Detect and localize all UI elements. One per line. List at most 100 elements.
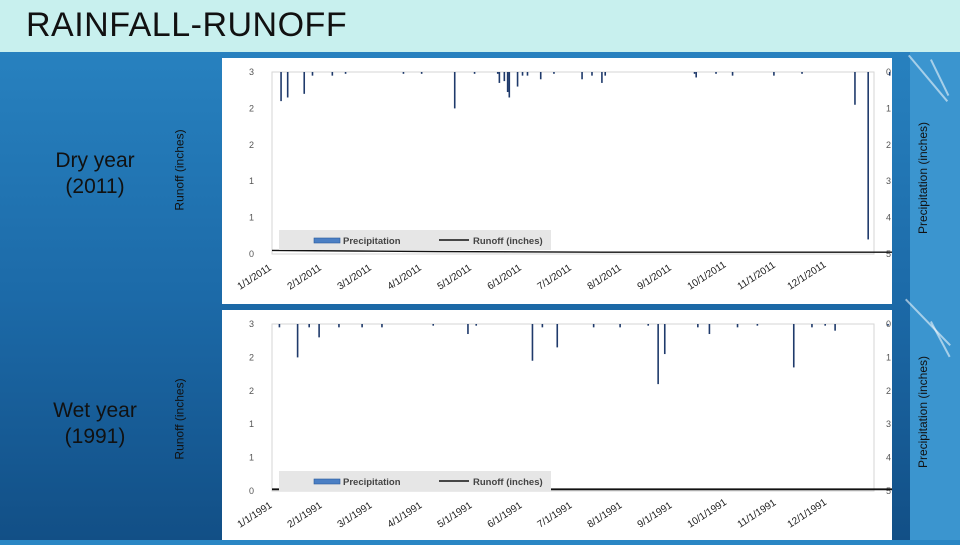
x-tick-label: 8/1/1991 (586, 500, 625, 531)
precipitation-bar (887, 324, 889, 326)
chart-legend: Precipitation Runoff (inches) (279, 230, 551, 250)
left-tick-label: 2 (249, 386, 254, 396)
precipitation-bar (604, 72, 607, 76)
left-tick-label: 1 (249, 213, 254, 223)
right-tick-label: 4 (886, 213, 891, 223)
precipitation-bar (773, 72, 775, 76)
right-tick-label: 3 (886, 176, 891, 186)
precipitation-bar (693, 72, 696, 74)
precipitation-bar (697, 324, 699, 328)
left-tick-label: 2 (249, 140, 254, 150)
legend-precip-swatch (313, 478, 341, 485)
dry-year-label: Dry year (2011) (20, 148, 170, 200)
x-tick-label: 6/1/2011 (486, 262, 524, 292)
precipitation-bar (280, 72, 282, 102)
precipitation-bar (601, 72, 603, 83)
x-tick-label: 8/1/2011 (586, 262, 624, 292)
precipitation-bar (553, 72, 555, 74)
precipitation-bar (736, 324, 739, 328)
precipitation-bar (556, 324, 559, 348)
x-tick-label: 12/1/2011 (786, 259, 829, 292)
x-tick-label: 2/1/2011 (286, 262, 324, 292)
x-tick-label: 3/1/2011 (336, 262, 374, 292)
precipitation-bar (854, 72, 856, 105)
precipitation-bar (715, 72, 717, 74)
right-tick-label: 1 (886, 103, 891, 113)
precipitation-bar (453, 72, 456, 109)
x-tick-label: 5/1/2011 (436, 262, 474, 292)
x-tick-label: 9/1/2011 (636, 262, 674, 292)
dry-year-label-line1: Dry year (55, 149, 135, 172)
precipitation-bar (344, 72, 347, 74)
precipitation-bar (467, 324, 469, 335)
precipitation-bar (381, 324, 383, 328)
x-tick-label: 2/1/1991 (286, 500, 325, 531)
x-tick-label: 4/1/2011 (386, 262, 424, 292)
x-tick-label: 6/1/1991 (486, 500, 525, 531)
precipitation-bar (824, 324, 826, 326)
precipitation-bar (496, 72, 499, 74)
precipitation-bar (338, 324, 340, 328)
x-tick-label: 9/1/1991 (636, 500, 675, 531)
x-tick-label: 10/1/2011 (686, 259, 729, 292)
title-bar (0, 0, 960, 52)
right-tick-label: 2 (886, 140, 891, 150)
x-tick-label: 1/1/2011 (236, 262, 274, 292)
right-tick-label: 1 (886, 352, 891, 362)
plot-area (271, 323, 875, 492)
left-tick-label: 1 (249, 453, 254, 463)
precipitation-bar (318, 324, 320, 338)
chart-2011: 3 2 2 1 1 0 0 1 2 3 4 5 Precipitation Runoff (inches)… (236, 67, 960, 293)
precipitation-bar (286, 72, 289, 98)
runoff-line (272, 488, 960, 491)
wet-year-label: Wet year (1991) (20, 398, 170, 450)
x-tick-label: 4/1/1991 (386, 500, 425, 531)
page-title: RAINFALL-RUNOFF (26, 6, 348, 44)
precipitation-bar (756, 324, 759, 326)
legend-runoff-label: Runoff (inches) (473, 477, 543, 488)
right-tick-label: 3 (886, 419, 891, 429)
right-tick-label: 5 (886, 486, 891, 496)
legend-precip-label: Precipitation (343, 236, 401, 247)
x-tick-label: 7/1/1991 (536, 500, 575, 531)
chart-2011-left-axis-label: Runoff (inches) (172, 129, 187, 211)
right-tick-label: 2 (886, 386, 891, 396)
x-tick-label: 11/1/1991 (736, 497, 779, 530)
precipitation-bar (303, 72, 306, 94)
left-tick-label: 2 (249, 352, 254, 362)
x-tick-label: 10/1/1991 (686, 497, 730, 531)
precipitation-bar (619, 324, 621, 328)
precipitation-bar (792, 324, 795, 368)
x-tick-label: 3/1/1991 (336, 500, 375, 531)
legend-precip-swatch (313, 237, 341, 244)
chart-2011-right-axis-label: Precipitation (inches) (916, 121, 931, 235)
precipitation-bar (526, 72, 529, 76)
precipitation-bar (731, 72, 734, 76)
precipitation-bar (834, 324, 836, 331)
x-tick-label: 12/1/1991 (786, 497, 830, 531)
left-tick-label: 0 (249, 249, 254, 259)
decorative-side-panel (910, 52, 960, 540)
precipitation-bar (888, 72, 891, 76)
precipitation-bar (657, 324, 659, 385)
plot-area (271, 71, 875, 255)
precipitation-bar (516, 72, 519, 87)
runoff-line (271, 249, 960, 253)
precipitation-bar (801, 72, 803, 74)
precipitation-bar (503, 72, 506, 82)
wet-year-label-line2: (1991) (64, 425, 126, 448)
precipitation-bar (591, 72, 593, 76)
right-tick-label: 4 (886, 453, 891, 463)
precipitation-bar (867, 72, 869, 240)
x-tick-label: 11/1/2011 (736, 260, 778, 293)
x-tick-label: 5/1/1991 (436, 500, 475, 531)
legend-background (279, 471, 551, 491)
right-tick-label: 5 (886, 249, 891, 259)
chart-legend: Precipitation Runoff (inches) (279, 471, 551, 491)
right-tick-label: 0 (886, 67, 891, 77)
precipitation-bar (331, 72, 334, 76)
left-tick-label: 1 (249, 419, 254, 429)
precipitation-bar (361, 324, 363, 328)
precipitation-bar (592, 324, 595, 328)
precipitation-bar (432, 324, 435, 326)
